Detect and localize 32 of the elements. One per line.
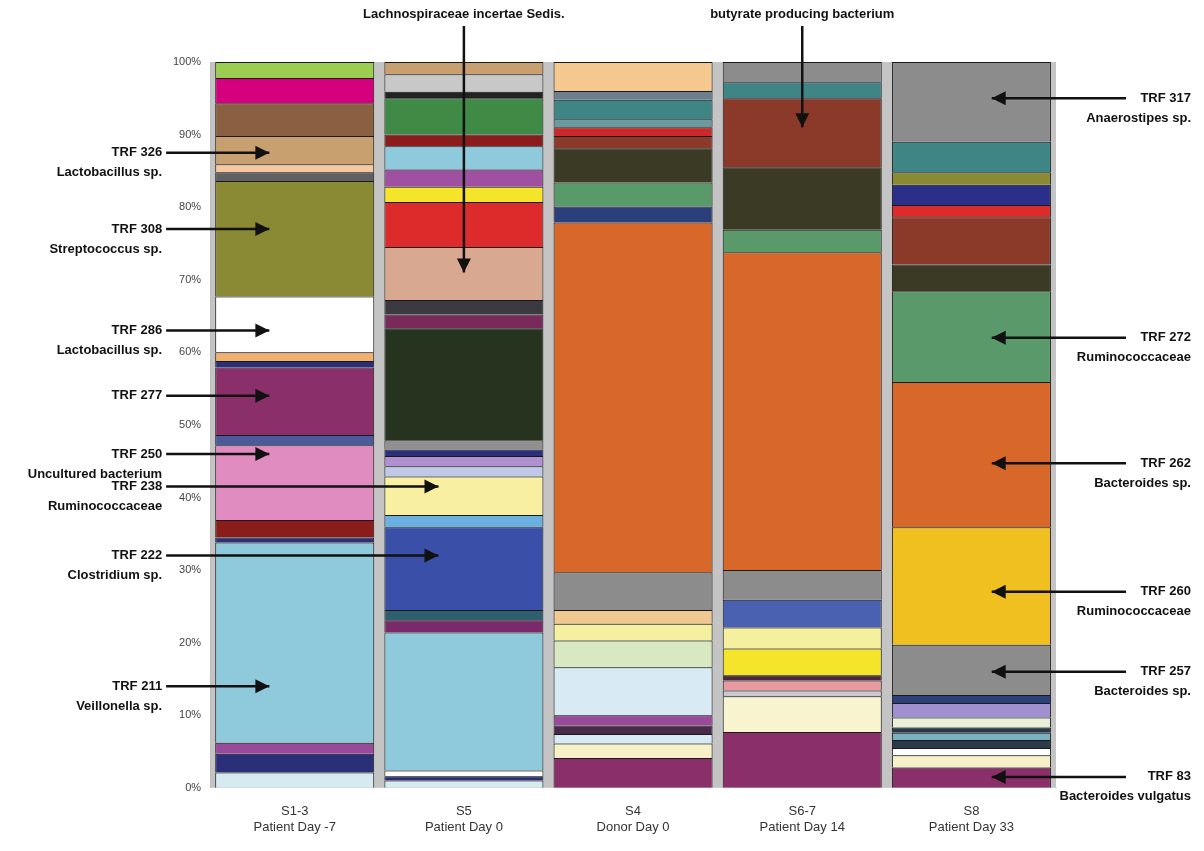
y-tick-label: 0% (185, 780, 202, 793)
text: TRF 222 Clostridium sp. (67, 547, 163, 583)
y-tick-label: 40% (179, 490, 202, 503)
y-tick-label: 80% (179, 200, 202, 213)
text: TRF 308 Streptococcus sp. (49, 220, 163, 256)
text: TRF 272 Ruminococcaceae (1076, 329, 1191, 365)
x-tick-label: S6-7 Patient Day 14 (759, 803, 845, 834)
text: TRF 211 Veillonella sp. (76, 677, 163, 713)
x-tick-label: S4 Donor Day 0 (596, 803, 670, 834)
text: Lachnospiraceae incertae Sedis. (363, 5, 565, 21)
text: TRF 262 Bacteroides sp. (1094, 454, 1191, 490)
y-tick-label: 20% (179, 635, 202, 648)
text: TRF 286 Lactobacillus sp. (56, 322, 163, 358)
x-tick-label: S8 Patient Day 33 (928, 803, 1015, 834)
text: TRF 257 Bacteroides sp. (1094, 663, 1191, 699)
y-tick-label: 50% (179, 417, 202, 430)
text: TRF 238 Ruminococcaceae (47, 478, 163, 514)
text: TRF 317 Anaerostipes sp. (1086, 89, 1191, 125)
x-tick-label: S1-3 Patient Day -7 (253, 803, 336, 834)
text: TRF 260 Ruminococcaceae (1076, 583, 1191, 619)
y-tick-label: 30% (179, 563, 202, 576)
y-tick-label: 70% (179, 272, 202, 285)
y-tick-label: 10% (179, 708, 202, 721)
y-tick-label: 100% (172, 55, 202, 68)
text: butyrate producing bacterium (710, 5, 895, 21)
y-tick-label: 90% (179, 127, 202, 140)
x-tick-label: S5 Patient Day 0 (424, 803, 503, 834)
text: TRF 326 Lactobacillus sp. (56, 144, 163, 180)
text: TRF 277 (111, 387, 163, 403)
text: TRF 83 Bacteroides vulgatus (1059, 768, 1191, 804)
y-tick-label: 60% (179, 345, 202, 358)
text: TRF 250 Uncultured bacterium (27, 445, 163, 481)
